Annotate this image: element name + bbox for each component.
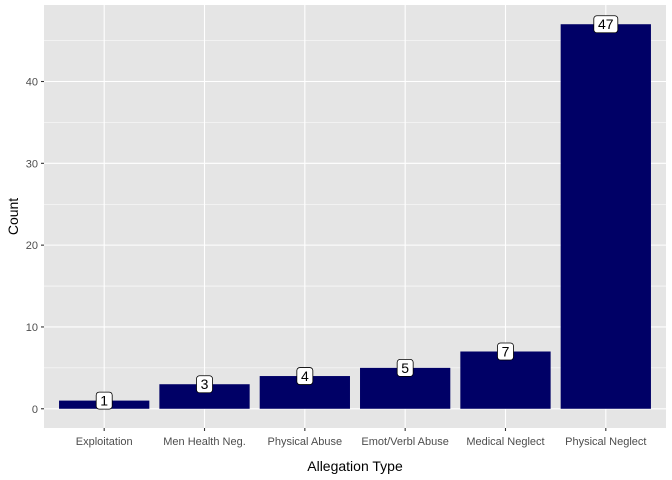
y-tick-label: 10 — [26, 322, 38, 334]
data-label-text: 47 — [598, 16, 614, 32]
data-labels: 1 3 4 5 7 47 — [95, 15, 619, 410]
data-label-box — [196, 375, 213, 394]
x-tick-label-medical-neglect: Medical Neglect — [466, 436, 544, 448]
bar-physical-neglect — [560, 24, 651, 409]
x-tick-label-men-health-neg: Men Health Neg. — [163, 436, 246, 448]
data-label-physical-neglect: 47 — [593, 15, 619, 34]
data-label-men-health-neg: 3 — [196, 375, 213, 394]
y-tick-label: 0 — [32, 404, 38, 416]
data-label-text: 3 — [201, 376, 209, 392]
bars — [59, 24, 651, 409]
data-label-text: 1 — [100, 393, 108, 409]
data-label-exploitation: 1 — [95, 391, 113, 410]
data-label-text: 5 — [401, 360, 409, 376]
data-label-box — [497, 342, 514, 361]
data-label-box — [396, 358, 414, 377]
bar-medical-neglect — [460, 351, 551, 409]
x-axis-ticks: Exploitation Men Health Neg. Physical Abus… — [76, 428, 646, 448]
data-label-box — [95, 391, 113, 410]
data-label-text: 7 — [502, 344, 510, 360]
y-tick-label: 30 — [26, 158, 38, 170]
data-label-emot-verbl-abuse: 5 — [396, 358, 414, 377]
data-label-physical-abuse: 4 — [296, 367, 314, 385]
y-tick-label: 40 — [26, 77, 38, 89]
data-label-text: 4 — [301, 368, 309, 384]
data-label-box — [593, 15, 619, 34]
x-tick-label-physical-neglect: Physical Neglect — [565, 436, 646, 448]
x-tick-label-exploitation: Exploitation — [76, 436, 133, 448]
x-axis-title: Allegation Type — [307, 458, 403, 474]
y-axis-ticks: 0 10 20 30 40 — [26, 77, 44, 416]
y-axis-title: Count — [5, 198, 21, 235]
data-label-box — [296, 367, 314, 385]
x-tick-label-physical-abuse: Physical Abuse — [268, 436, 343, 448]
x-tick-label-emot-verbl-abuse: Emot/Verbl Abuse — [361, 436, 448, 448]
data-label-medical-neglect: 7 — [497, 342, 514, 361]
y-tick-label: 20 — [26, 240, 38, 252]
